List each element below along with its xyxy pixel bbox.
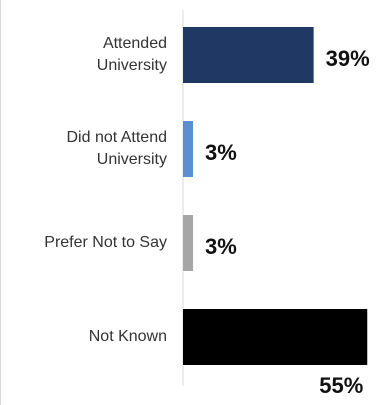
category-label: Prefer Not to Say (44, 234, 167, 251)
value-label: 55% (319, 373, 364, 398)
bar (183, 27, 314, 83)
category-label: Attended University (96, 35, 167, 74)
category-label: Not Known (88, 328, 167, 345)
bar (183, 215, 194, 271)
category-label: Did not Attend University (66, 129, 167, 168)
bar (183, 309, 368, 365)
value-label: 3% (205, 140, 237, 165)
value-label: 3% (205, 234, 237, 259)
value-label: 39% (325, 46, 370, 71)
bar (183, 121, 194, 177)
